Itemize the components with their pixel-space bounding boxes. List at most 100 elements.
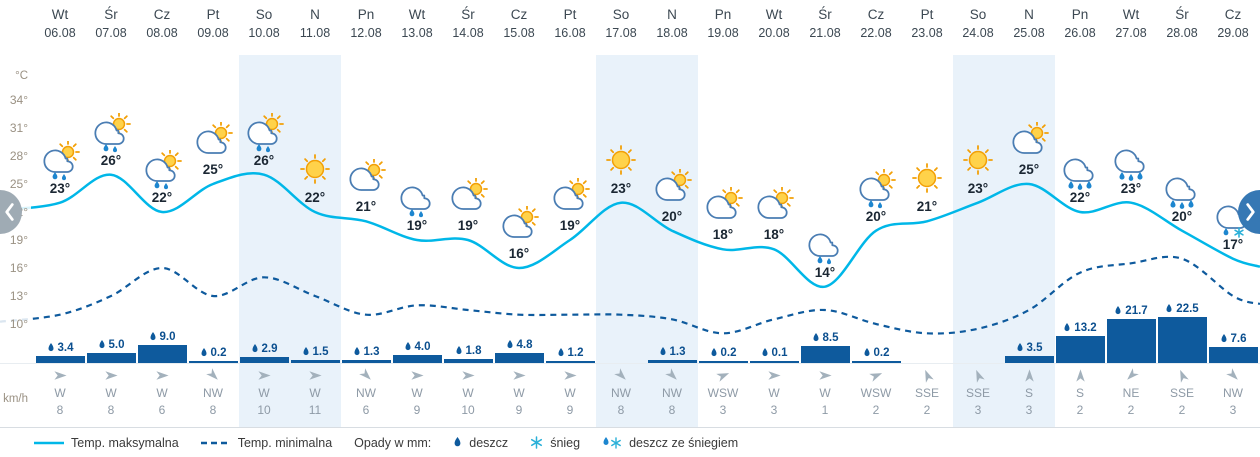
forecast-column[interactable]: Pn 19.08 18° 0.2 WSW 3 <box>698 0 749 427</box>
forecast-column[interactable]: Pn 12.08 21° 1.3 NW 6 <box>341 0 392 427</box>
day-label: Pt <box>563 7 577 22</box>
max-temp-label: 22° <box>304 190 326 205</box>
weather-icon <box>1160 169 1204 211</box>
wind-info: NE 2 <box>1106 368 1157 417</box>
max-temp-label: 21° <box>916 199 938 215</box>
forecast-column[interactable]: Wt 20.08 18° 0.1 W 3 <box>749 0 800 427</box>
wind-direction: W <box>513 386 525 400</box>
precip-bar <box>35 356 85 363</box>
day-label: Wt <box>765 7 783 22</box>
precip-value: 1.3 <box>647 346 698 358</box>
wind-speed: 9 <box>413 403 421 417</box>
date-label: 09.08 <box>197 26 229 40</box>
day-label: Pn <box>357 7 375 22</box>
legend-min-label: Temp. minimalna <box>237 435 333 450</box>
forecast-column[interactable]: Wt 27.08 23° 21.7 NE 2 <box>1106 0 1157 427</box>
forecast-column[interactable]: Wt 13.08 19° 4.0 W 9 <box>392 0 443 427</box>
snowflake-icon <box>530 436 543 449</box>
day-label: N <box>310 7 320 22</box>
precip-value: 9.0 <box>137 331 188 343</box>
precip-value: 1.3 <box>341 346 392 358</box>
wind-arrow-icon <box>53 368 68 383</box>
precip-bar <box>749 361 799 363</box>
forecast-column[interactable]: Pt 16.08 19° 1.2 W 9 <box>545 0 596 427</box>
day-label: So <box>969 7 987 22</box>
wind-arrow-icon <box>713 366 733 386</box>
wind-arrow-icon <box>968 366 988 386</box>
weather-icon <box>1007 121 1051 164</box>
wind-info: NW 8 <box>596 368 647 417</box>
raindrop-icon <box>404 341 412 352</box>
wind-info: NW 6 <box>341 368 392 417</box>
max-temp-label: 23° <box>967 180 989 196</box>
precip-value: 3.5 <box>1004 342 1055 354</box>
max-temp-label: 22° <box>151 190 173 205</box>
wind-speed: 8 <box>617 403 625 417</box>
weather-icon <box>905 159 949 201</box>
precip-value: 13.2 <box>1055 322 1106 334</box>
day-label: Cz <box>510 7 528 22</box>
forecast-column[interactable]: Śr 14.08 19° 1.8 W 10 <box>443 0 494 427</box>
weather-icon <box>701 186 745 229</box>
wind-arrow-icon <box>563 368 578 383</box>
wind-arrow-icon <box>917 366 937 386</box>
forecast-column[interactable]: So 17.08 23° NW 8 <box>596 0 647 427</box>
legend-item-rain-snow: deszcz ze śniegiem <box>602 436 738 450</box>
forecast-column[interactable]: Cz 15.08 16° 4.8 W 9 <box>494 0 545 427</box>
day-label: Śr <box>1175 7 1189 22</box>
wind-arrow-icon <box>1120 365 1141 386</box>
wind-speed: 3 <box>1229 403 1237 417</box>
precip-value: 4.8 <box>494 339 545 351</box>
wind-speed: 11 <box>308 403 322 417</box>
forecast-column[interactable]: Pt 23.08 21° SSE 2 <box>902 0 953 427</box>
precip-value: 4.0 <box>392 341 443 353</box>
forecast-column[interactable]: Cz 22.08 20° 0.2 WSW 2 <box>851 0 902 427</box>
precip-bar <box>341 360 391 363</box>
weather-icon <box>293 150 337 192</box>
day-label: So <box>612 7 630 22</box>
date-label: 24.08 <box>962 26 994 40</box>
day-label: Cz <box>1224 7 1242 22</box>
wind-direction: SSE <box>1169 386 1194 400</box>
forecast-column[interactable]: N 11.08 22° 1.5 W 11 <box>290 0 341 427</box>
raindrop-icon <box>1114 305 1122 316</box>
max-temp-label: 21° <box>355 199 377 215</box>
forecast-column[interactable]: Śr 28.08 20° 22.5 SSE 2 <box>1157 0 1208 427</box>
forecast-column[interactable]: Śr 07.08 26° 5.0 W 8 <box>86 0 137 427</box>
forecast-column[interactable]: So 10.08 26° 2.9 W 10 <box>239 0 290 427</box>
wind-info: WSW 2 <box>851 368 902 417</box>
forecast-column[interactable]: Cz 08.08 22° 9.0 W 6 <box>137 0 188 427</box>
day-label: Śr <box>818 7 832 22</box>
wind-info: W 10 <box>443 368 494 417</box>
forecast-column[interactable]: So 24.08 23° SSE 3 <box>953 0 1004 427</box>
wind-direction: NW <box>1223 386 1243 400</box>
max-temp-label: 22° <box>1069 190 1091 205</box>
forecast-column[interactable]: N 25.08 25° 3.5 S 3 <box>1004 0 1055 427</box>
forecast-column[interactable]: Wt 06.08 23° 3.4 W 8 <box>35 0 86 427</box>
wind-speed: 6 <box>158 403 166 417</box>
wind-info: SSE 2 <box>902 368 953 417</box>
raindrop-icon <box>353 347 361 357</box>
wind-arrow-icon <box>257 368 272 383</box>
weather-icon <box>140 149 184 192</box>
wind-info: NW 3 <box>1208 368 1259 417</box>
precip-baseline <box>0 363 1260 364</box>
wind-direction: W <box>54 386 66 400</box>
precip-value: 0.2 <box>188 347 239 359</box>
forecast-column[interactable]: N 18.08 20° 1.3 NW 8 <box>647 0 698 427</box>
wind-speed: 2 <box>923 403 931 417</box>
forecast-column[interactable]: Pt 09.08 25° 0.2 NW 8 <box>188 0 239 427</box>
date-label: 07.08 <box>95 26 127 40</box>
wind-direction: W <box>411 386 423 400</box>
wind-info: NW 8 <box>188 368 239 417</box>
wind-arrow-icon <box>610 365 631 386</box>
precip-value: 8.5 <box>800 332 851 344</box>
precip-bar <box>1055 335 1105 363</box>
forecast-column[interactable]: Śr 21.08 14° 8.5 W 1 <box>800 0 851 427</box>
raindrop-icon <box>455 346 463 356</box>
wind-speed: 8 <box>107 403 115 417</box>
forecast-column[interactable]: Pn 26.08 22° 13.2 S 2 <box>1055 0 1106 427</box>
